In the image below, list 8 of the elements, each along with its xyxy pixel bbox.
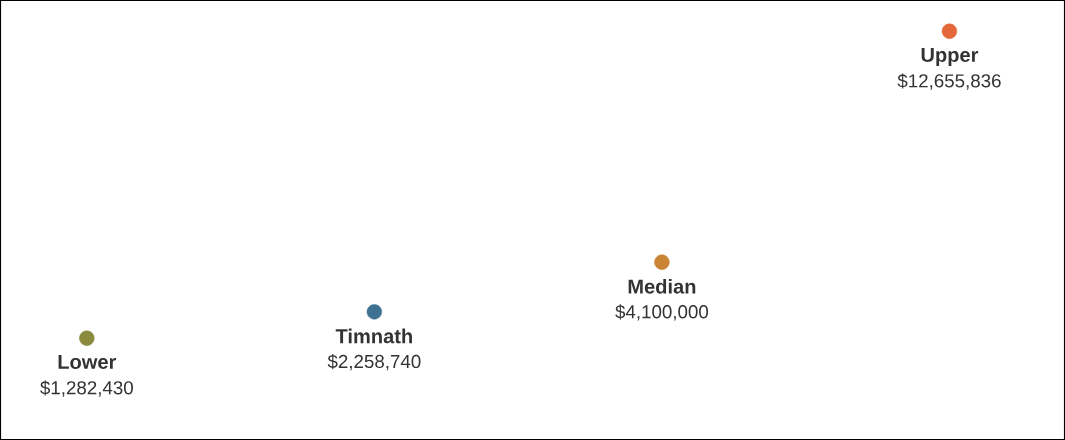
data-label: $2,258,740 bbox=[327, 354, 421, 371]
category-label: Upper bbox=[921, 48, 979, 66]
data-label: $4,100,000 bbox=[615, 304, 709, 321]
data-label: $1,282,430 bbox=[40, 380, 133, 397]
data-label: $12,655,836 bbox=[897, 73, 1001, 90]
category-label: Lower bbox=[58, 354, 117, 369]
category-label: Median bbox=[628, 278, 696, 294]
category-label: Timnath bbox=[335, 328, 412, 344]
